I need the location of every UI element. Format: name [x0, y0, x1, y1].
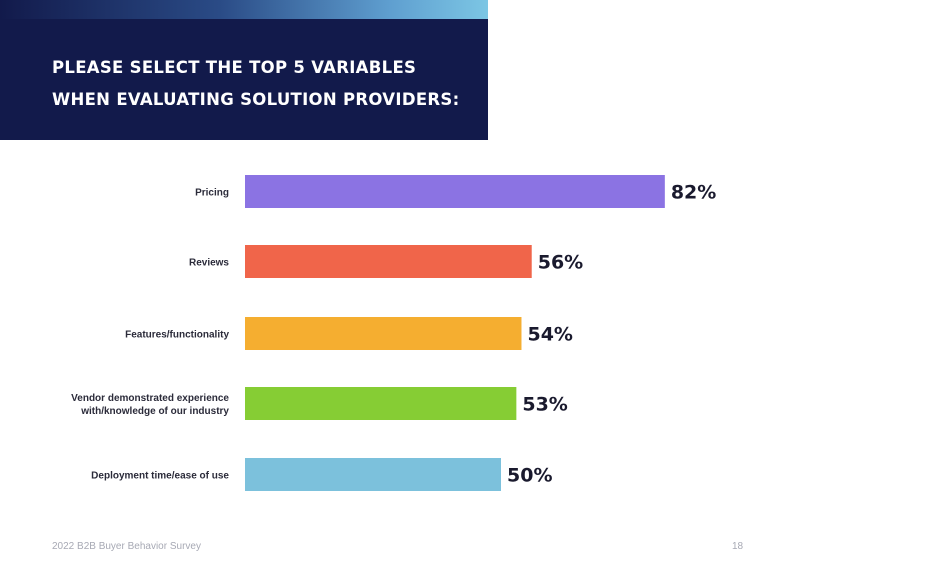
category-label-4: Vendor demonstrated experience with/knowl…: [71, 393, 229, 417]
title-banner: PLEASE SELECT THE TOP 5 VARIABLES WHEN E…: [0, 0, 488, 140]
category-label-5: Deployment time/ease of use: [91, 471, 229, 482]
bar-5: [245, 458, 501, 491]
category-label-3: Features/functionality: [125, 330, 229, 341]
value-label-1: 82%: [671, 182, 716, 204]
page-number: 18: [732, 541, 744, 552]
footer-source: 2022 B2B Buyer Behavior Survey: [52, 541, 201, 552]
category-label-1: Pricing: [195, 188, 229, 199]
page-title: PLEASE SELECT THE TOP 5 VARIABLES WHEN E…: [52, 58, 460, 109]
value-label-4: 53%: [522, 394, 567, 416]
bar-chart: 82% Pricing 56% Reviews 54% Features/function…: [71, 175, 716, 491]
value-label-5: 50%: [507, 465, 552, 487]
bar-2: [245, 245, 532, 278]
category-label-2: Reviews: [189, 258, 229, 269]
bar-3: [245, 317, 522, 350]
value-label-2: 56%: [538, 252, 583, 274]
bar-4: [245, 387, 517, 420]
value-label-3: 54%: [527, 324, 572, 346]
gradient-strip: [0, 0, 488, 19]
bar-1: [245, 175, 665, 208]
